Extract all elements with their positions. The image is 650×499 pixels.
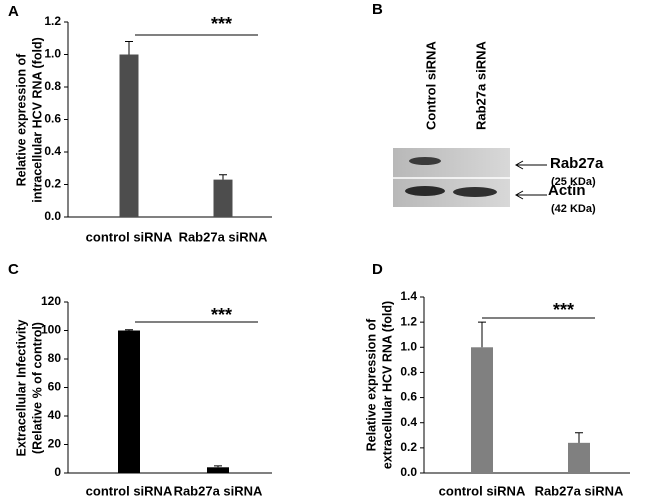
x-tick-label: control siRNA bbox=[86, 229, 173, 244]
y-axis-label: intracellular HCV RNA (fold) bbox=[30, 37, 44, 203]
y-tick-label: 0.8 bbox=[44, 79, 61, 93]
y-tick-label: 0 bbox=[54, 465, 61, 479]
y-tick-label: 0.6 bbox=[44, 112, 61, 126]
y-tick-label: 1.0 bbox=[44, 47, 61, 61]
error-bar bbox=[219, 174, 227, 180]
lane-label: Rab27a siRNA bbox=[473, 41, 488, 130]
bar bbox=[213, 179, 233, 217]
x-tick-label: Rab27a siRNA bbox=[179, 229, 268, 244]
error-bar bbox=[125, 41, 133, 55]
y-tick-label: 0.2 bbox=[44, 177, 61, 191]
y-tick-label: 1.2 bbox=[44, 14, 61, 28]
y-tick-label: 0.0 bbox=[44, 209, 61, 223]
blot-band bbox=[405, 186, 445, 196]
band-name: Actin bbox=[548, 182, 586, 199]
arrows bbox=[514, 160, 547, 200]
band-size: (25 KDa) bbox=[551, 176, 596, 188]
error-bar bbox=[478, 321, 486, 348]
y-axis-label: Relative expression of bbox=[364, 318, 378, 452]
y-axis-label: (Relative % of control) bbox=[30, 322, 44, 454]
error-bar bbox=[125, 329, 133, 331]
y-tick-label: 0.6 bbox=[400, 390, 417, 404]
y-axis-label: extracellular HCV RNA (fold) bbox=[380, 301, 394, 469]
y-tick-label: 1.2 bbox=[400, 314, 417, 328]
bar bbox=[119, 54, 139, 217]
x-tick-label: Rab27a siRNA bbox=[174, 483, 263, 498]
significance-label: *** bbox=[211, 305, 232, 325]
y-tick-label: 120 bbox=[41, 294, 61, 308]
band-size: (42 KDa) bbox=[551, 203, 596, 215]
significance-label: *** bbox=[553, 300, 574, 320]
y-tick-label: 1.4 bbox=[400, 289, 417, 303]
x-tick-label: control siRNA bbox=[86, 483, 173, 498]
bar bbox=[471, 347, 493, 473]
y-tick-label: 1.0 bbox=[400, 339, 417, 353]
panel-label: D bbox=[372, 261, 383, 278]
error-bar bbox=[214, 465, 222, 468]
y-axis-label: Extracellular Infectivity bbox=[14, 320, 28, 457]
error-bar bbox=[575, 432, 583, 443]
y-tick-label: 0.4 bbox=[400, 415, 417, 429]
significance-label: *** bbox=[211, 14, 232, 34]
y-axis-label: Relative expression of bbox=[14, 53, 28, 187]
bar bbox=[568, 442, 590, 473]
bar bbox=[118, 330, 140, 473]
y-tick-label: 0.2 bbox=[400, 440, 417, 454]
bar bbox=[207, 467, 229, 473]
y-tick-label: 60 bbox=[48, 380, 62, 394]
y-tick-label: 0.0 bbox=[400, 465, 417, 479]
blot-band bbox=[409, 157, 441, 165]
band-name: Rab27a bbox=[550, 155, 604, 172]
panel-label: C bbox=[8, 261, 19, 278]
y-tick-label: 100 bbox=[41, 323, 61, 337]
blot-band bbox=[453, 187, 497, 197]
blot-strip bbox=[393, 148, 510, 178]
y-tick-label: 40 bbox=[48, 408, 62, 422]
y-tick-label: 0.8 bbox=[400, 365, 417, 379]
panel-label: B bbox=[372, 1, 383, 18]
y-tick-label: 20 bbox=[48, 437, 62, 451]
y-tick-label: 0.4 bbox=[44, 144, 61, 158]
y-tick-label: 80 bbox=[48, 351, 62, 365]
x-tick-label: control siRNA bbox=[439, 483, 526, 498]
panel-label: A bbox=[8, 3, 19, 20]
lane-label: Control siRNA bbox=[423, 41, 438, 130]
x-tick-label: Rab27a siRNA bbox=[535, 483, 624, 498]
